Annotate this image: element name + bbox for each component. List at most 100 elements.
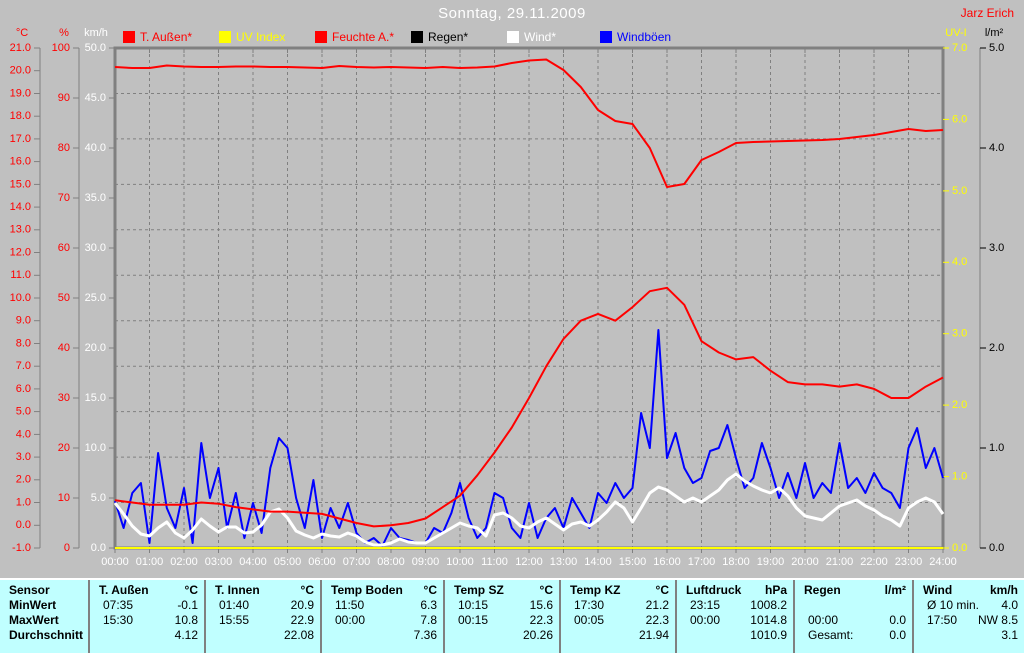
temp-boden-min-label: 11:50 — [335, 598, 365, 612]
axis-tick-label: 4.0 — [16, 428, 31, 440]
temp-boden-avg-value: 7.36 — [413, 628, 437, 642]
luftdruck-max-label: 00:00 — [690, 613, 721, 627]
axis-tick-label: 22:00 — [860, 556, 888, 568]
axis-tick-label: 14:00 — [584, 556, 612, 568]
legend-item-uv-index: UV Index — [219, 30, 285, 44]
temp-sz-min: 10:15 15.6 — [445, 598, 559, 613]
table-column-temp-sz: Temp SZ °C 10:15 15.6 00:15 22.3 20.26 — [443, 580, 559, 653]
temp-kz-min: 17:30 21.2 — [561, 598, 675, 613]
wind-min-label: Ø 10 min. — [927, 598, 980, 612]
wind-min: Ø 10 min. 4.0 — [914, 598, 1024, 613]
axis-tick-label: 3.0 — [16, 451, 31, 463]
luftdruck-avg-value: 1010.9 — [750, 628, 787, 642]
table-column-sensor: Sensor MinWert MaxWert Durchschnitt — [0, 580, 88, 653]
temp-axis-unit: °C — [15, 27, 29, 39]
temp-sz-max: 00:15 22.3 — [445, 613, 559, 628]
temp-boden-max-value: 7.8 — [420, 613, 437, 627]
wind-min-value: 4.0 — [1001, 598, 1018, 612]
series-feuchte-a — [114, 58, 944, 188]
axis-tick-label: 0.0 — [989, 542, 1004, 554]
station-owner-label: Jarz Erich — [960, 6, 1014, 20]
axis-tick-label: 0.0 — [952, 542, 967, 554]
axis-tick-label: 15:00 — [619, 556, 647, 568]
table-header-temp-sz-value: °C — [539, 583, 553, 597]
legend-swatch-icon — [507, 31, 519, 43]
table-column-wind: Wind km/h Ø 10 min. 4.0 17:50 NW 8.5 3.1 — [912, 580, 1024, 653]
axis-tick-label: 30.0 — [85, 242, 106, 254]
legend-item-windb-en: Windböen — [600, 30, 671, 44]
summary-table: Sensor MinWert MaxWert Durchschnitt T. Außen… — [0, 578, 1024, 653]
axis-tick-label: 5.0 — [952, 185, 967, 197]
axis-tick-label: 16:00 — [653, 556, 681, 568]
axis-tick-label: 2.0 — [16, 474, 31, 486]
axis-tick-label: 01:00 — [136, 556, 164, 568]
t-innen-min: 01:40 20.9 — [206, 598, 320, 613]
row-label-maxwert: MaxWert — [0, 613, 88, 628]
axis-tick-label: 2.0 — [952, 399, 967, 411]
axis-tick-label: 20.0 — [10, 65, 31, 77]
temp-boden-max-label: 00:00 — [335, 613, 366, 627]
table-header-temp-kz-value: °C — [655, 583, 669, 597]
axis-tick-label: 24:00 — [929, 556, 957, 568]
luftdruck-max-value: 1014.8 — [750, 613, 787, 627]
table-header-wind-value: km/h — [989, 583, 1018, 597]
page-title: Sonntag, 29.11.2009 — [438, 5, 586, 22]
luftdruck-min-label: 23:15 — [690, 598, 721, 612]
t-innen-avg-value: 22.08 — [283, 628, 314, 642]
regen-max-value: 0.0 — [889, 613, 906, 627]
axis-tick-label: 5.0 — [91, 492, 106, 504]
table-header-regen: Regen l/m² — [795, 583, 912, 598]
series-windb-en — [114, 329, 944, 547]
t-innen-max-label: 15:55 — [219, 613, 250, 627]
axis-tick-label: 40 — [58, 342, 70, 354]
axis-tick-label: 13.0 — [10, 224, 31, 236]
axis-tick-label: 40.0 — [85, 142, 106, 154]
legend-swatch-icon — [123, 31, 135, 43]
axis-tick-label: 04:00 — [239, 556, 267, 568]
luftdruck-min-value: 1008.2 — [750, 598, 787, 612]
row-label-minwert-label: MinWert — [9, 598, 57, 612]
legend-label: UV Index — [236, 30, 286, 44]
axis-tick-label: -1.0 — [12, 542, 31, 554]
regen-avg-value: 0.0 — [889, 628, 906, 642]
temp-sz-max-label: 00:15 — [458, 613, 489, 627]
t-au-en-min-label: 07:35 — [103, 598, 134, 612]
legend-label: Regen* — [428, 30, 469, 44]
axis-tick-label: 5.0 — [16, 406, 31, 418]
axis-tick-label: 6.0 — [952, 113, 967, 125]
table-column-t-au-en: T. Außen °C 07:35 -0.1 15:30 10.8 4.12 — [88, 580, 204, 653]
axis-tick-label: 1.0 — [16, 496, 31, 508]
t-au-en-max-value: 10.8 — [174, 613, 198, 627]
axis-tick-label: 3.0 — [952, 328, 967, 340]
axis-tick-label: 30 — [58, 392, 70, 404]
axis-tick-label: 90 — [58, 92, 70, 104]
axis-tick-label: 17.0 — [10, 133, 31, 145]
table-header-temp-kz: Temp KZ °C — [561, 583, 675, 598]
axis-tick-label: 18.0 — [10, 110, 31, 122]
axis-tick-label: 21:00 — [826, 556, 854, 568]
axis-tick-label: 4.0 — [952, 256, 967, 268]
table-header-temp-boden: Temp Boden °C — [322, 583, 443, 598]
t-innen-max: 15:55 22.9 — [206, 613, 320, 628]
axis-tick-label: 10.0 — [85, 442, 106, 454]
table-header-sensor: Sensor — [0, 583, 88, 598]
series-wind — [113, 472, 945, 547]
t-au-en-max: 15:30 10.8 — [90, 613, 204, 628]
wind-max: 17:50 NW 8.5 — [914, 613, 1024, 628]
uv-axis-unit: UV-I — [945, 27, 967, 39]
axis-tick-label: 1.0 — [952, 471, 967, 483]
axis-tick-label: 13:00 — [550, 556, 578, 568]
row-label-durchschnitt: Durchschnitt — [0, 628, 88, 643]
temp-boden-avg-label — [331, 628, 335, 643]
wind-avg-value: 3.1 — [1001, 628, 1018, 642]
regen-max-label: 00:00 — [808, 613, 839, 627]
luftdruck-min: 23:15 1008.2 — [677, 598, 793, 613]
axis-tick-label: 50 — [58, 292, 70, 304]
legend-item-t-au-en: T. Außen* — [123, 30, 192, 44]
chart-legend: T. Außen* UV Index Feuchte A.* Regen* Wind* W… — [0, 0, 1024, 46]
regen-min-label — [804, 598, 808, 613]
t-au-en-max-label: 15:30 — [103, 613, 134, 627]
temp-kz-min-label: 17:30 — [574, 598, 605, 612]
temp-sz-avg-value: 20.26 — [522, 628, 553, 642]
